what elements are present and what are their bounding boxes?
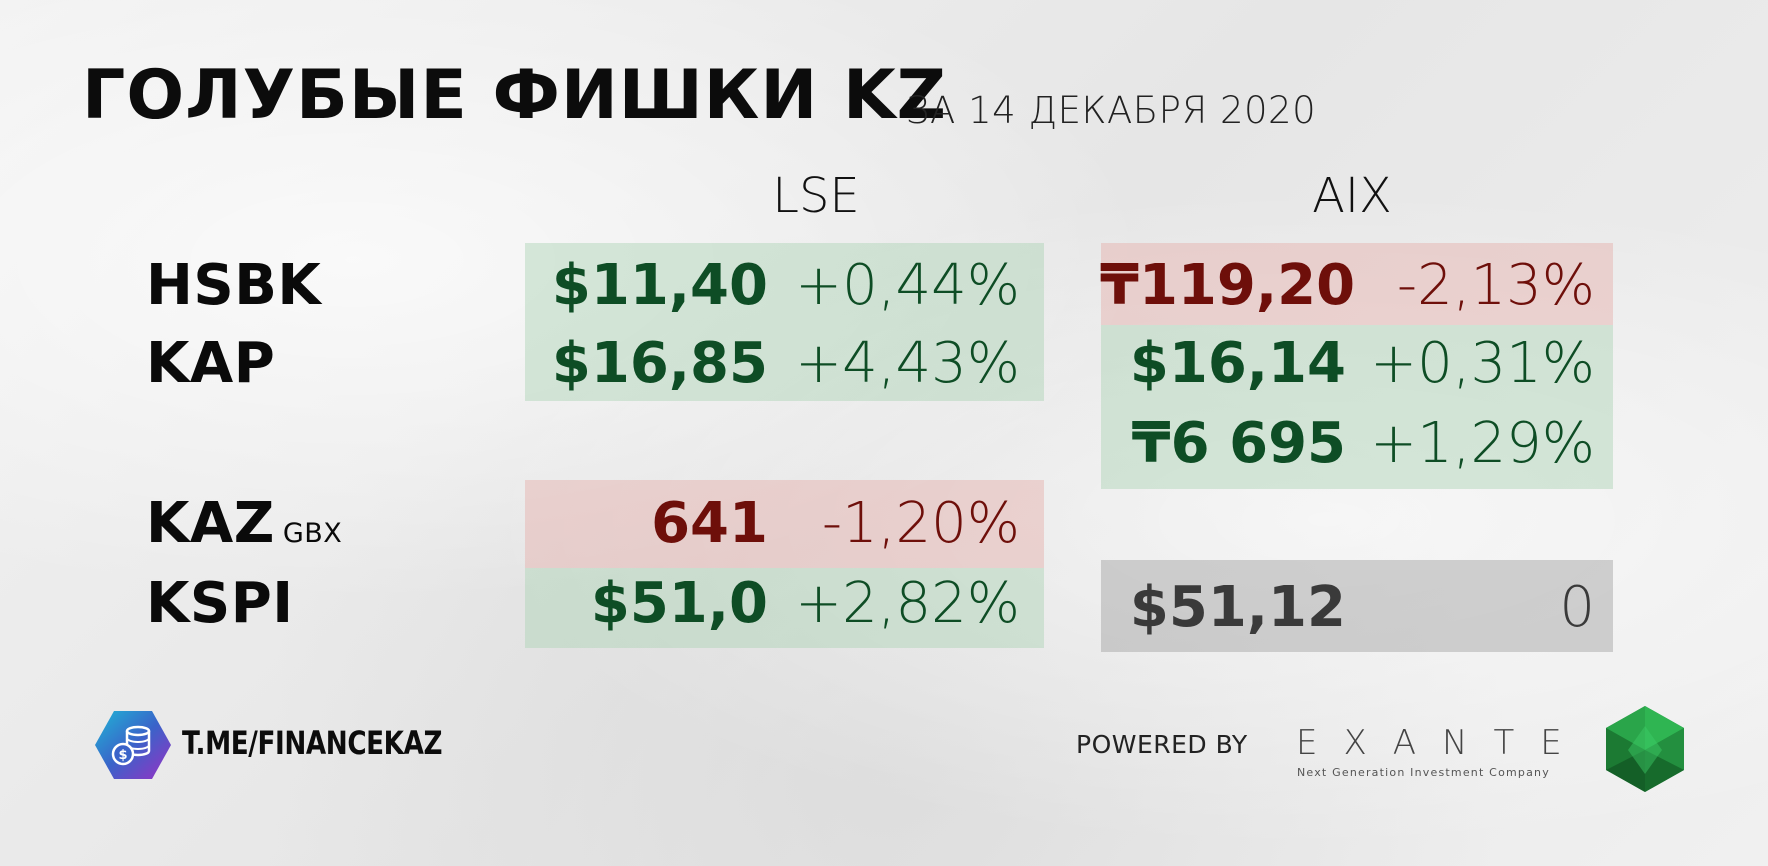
ticker-unit: GBX bbox=[282, 518, 343, 549]
lse-price-hsbk: $11,40 bbox=[551, 253, 768, 318]
aix-price-kspi: $51,12 bbox=[1129, 575, 1346, 640]
aix-change-kap: +0,31% bbox=[1370, 331, 1595, 396]
lse-block-green-kspi bbox=[525, 568, 1044, 648]
lse-price-kspi: $51,0 bbox=[590, 571, 768, 636]
lse-block-green bbox=[525, 243, 1044, 401]
sponsor-tagline: Next Generation Investment Company bbox=[1297, 766, 1550, 779]
lse-change-hsbk: +0,44% bbox=[795, 253, 1020, 318]
aix-price-kap-tenge: ₸6 695 bbox=[1131, 411, 1346, 476]
ticker-kspi: KSPI bbox=[146, 571, 294, 636]
svg-text:$: $ bbox=[118, 748, 127, 763]
page-date: ЗА 14 ДЕКАБРЯ 2020 bbox=[906, 89, 1317, 132]
aix-block-neutral bbox=[1101, 560, 1613, 652]
coin-stack-icon: $ bbox=[94, 709, 172, 781]
lse-change-kspi: +2,82% bbox=[795, 571, 1020, 636]
ticker-kap: KAP bbox=[146, 331, 276, 396]
aix-block-red bbox=[1101, 243, 1613, 325]
lse-price-kaz: 641 bbox=[651, 491, 768, 556]
aix-price-hsbk: ₸119,20 bbox=[1100, 253, 1356, 318]
page-title: ГОЛУБЫЕ ФИШКИ KZ bbox=[82, 56, 947, 135]
lse-price-kap: $16,85 bbox=[551, 331, 768, 396]
lse-change-kap: +4,43% bbox=[795, 331, 1020, 396]
channel-link[interactable]: T.ME/FINANCEKAZ bbox=[182, 724, 443, 762]
ticker-kaz: KAZ GBX bbox=[146, 496, 342, 552]
column-header-lse: LSE bbox=[772, 168, 860, 224]
powered-by-label: POWERED BY bbox=[1076, 730, 1248, 759]
aix-block-green bbox=[1101, 325, 1613, 489]
ticker-hsbk: HSBK bbox=[146, 253, 322, 318]
green-gem-icon bbox=[1604, 704, 1686, 794]
aix-change-kap-tenge: +1,29% bbox=[1370, 411, 1595, 476]
aix-price-kap: $16,14 bbox=[1129, 331, 1346, 396]
aix-change-kspi: 0 bbox=[1559, 575, 1595, 640]
sponsor-logo-text: EXANTE bbox=[1296, 723, 1588, 763]
lse-change-kaz: -1,20% bbox=[821, 491, 1020, 556]
column-header-aix: AIX bbox=[1312, 168, 1392, 224]
lse-block-red bbox=[525, 480, 1044, 568]
aix-change-hsbk: -2,13% bbox=[1396, 253, 1595, 318]
ticker-label: KAZ bbox=[146, 491, 275, 556]
